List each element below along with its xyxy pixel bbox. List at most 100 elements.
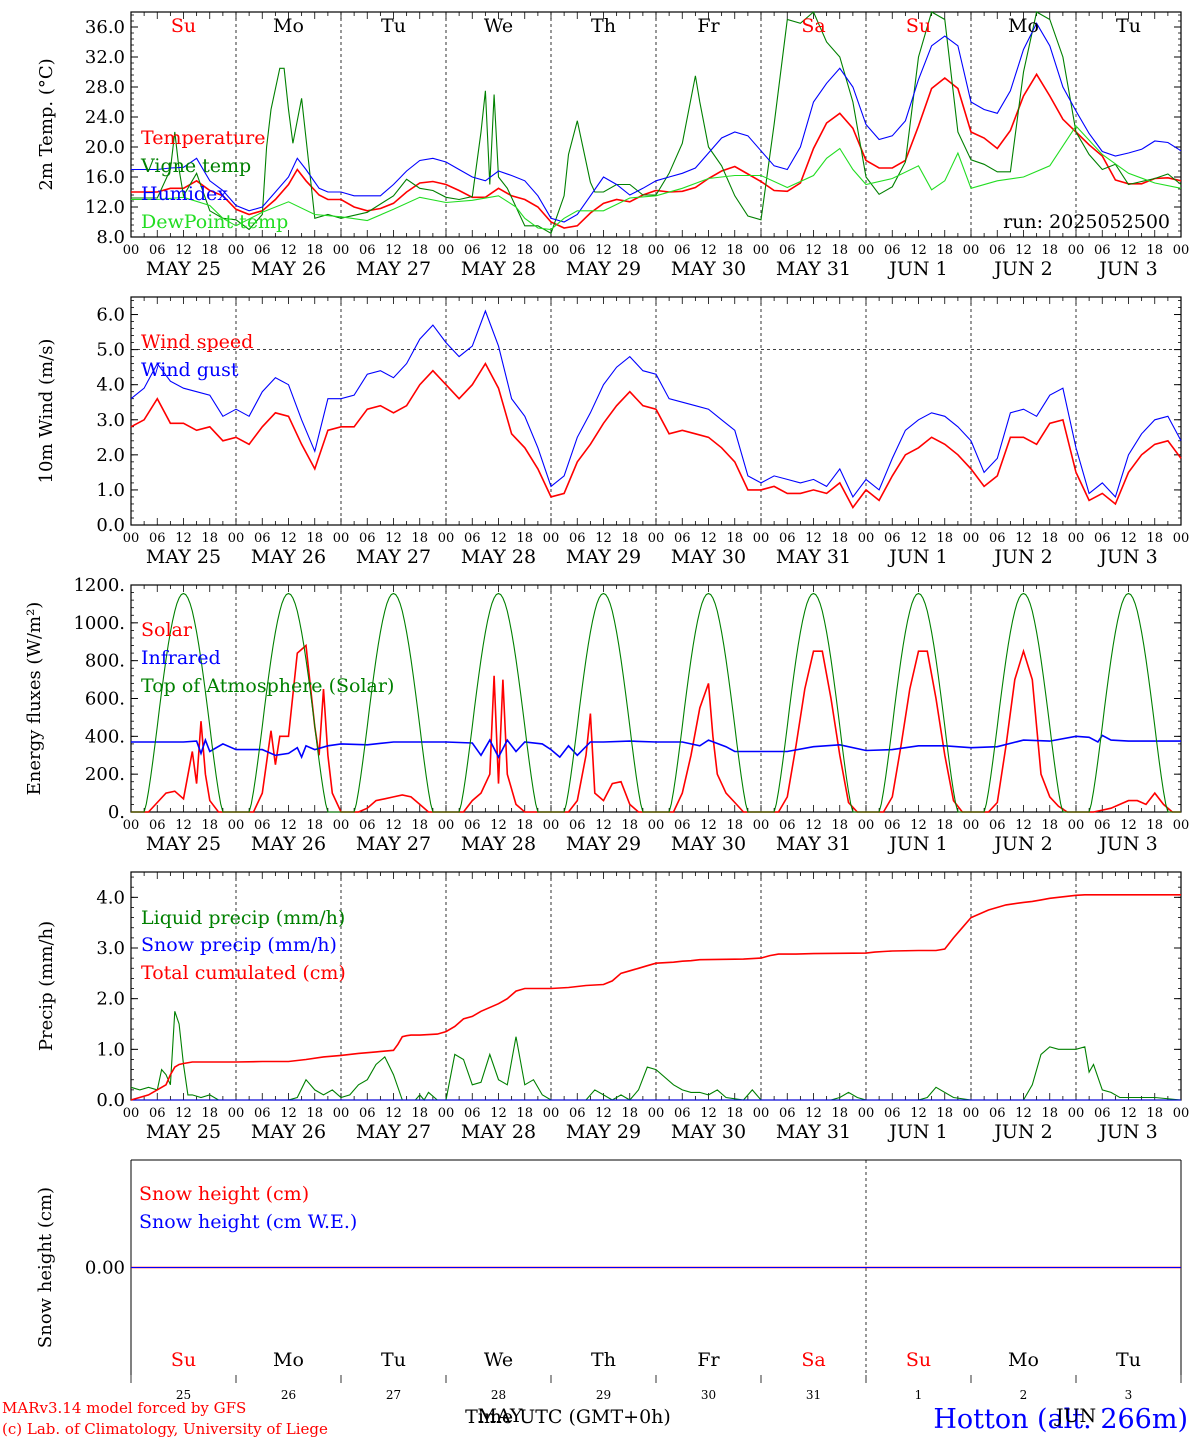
precip-hour-label: 12 [175, 1106, 192, 1121]
wind-hour-label: 18 [726, 531, 743, 546]
temp-hour-label: 12 [385, 243, 402, 258]
energy-date-label: MAY 28 [461, 833, 536, 855]
wind-hour-label: 00 [1173, 531, 1190, 546]
temp-series-humidex [131, 22, 1182, 223]
energy-series-infrared [131, 734, 1181, 760]
temp-hour-label: 06 [464, 243, 481, 258]
precip-hour-label: 06 [359, 1106, 376, 1121]
precip-hour-label: 06 [149, 1106, 166, 1121]
credit-line-1: MARv3.14 model forced by GFS [2, 1399, 246, 1417]
energy-series-top-of-atmosphere-solar- [131, 592, 1181, 813]
precip-legend-entry: Total cumulated (cm) [141, 962, 346, 984]
temp-hour-label: 06 [989, 243, 1006, 258]
wind-hour-label: 06 [359, 531, 376, 546]
precip-y-tick-label: 3.0 [96, 938, 125, 959]
wind-hour-label: 12 [1015, 531, 1032, 546]
snow-day-number: 3 [1125, 1388, 1133, 1402]
temp-day-name: Su [906, 15, 931, 37]
panels-layer: 00 06 12 18 00 06 12 18 00 06 12 18 00 06 12 18 00 06 12 18… [24, 11, 1190, 1402]
temp-date-label: JUN 1 [887, 258, 947, 280]
wind-series-wind-gust [130, 309, 1182, 498]
temp-y-tick-label: 12.0 [85, 197, 125, 218]
energy-hour-label: 12 [910, 818, 927, 833]
wind-date-label: MAY 25 [146, 546, 221, 568]
wind-hour-label: 00 [1068, 531, 1085, 546]
temp-y-tick-label: 36.0 [85, 17, 125, 38]
energy-hour-label: 12 [700, 818, 717, 833]
temp-date-label: MAY 30 [671, 258, 746, 280]
energy-y-tick-label: 200. [85, 764, 125, 785]
snow-day-number: 31 [806, 1388, 821, 1402]
temp-hour-label: 18 [936, 243, 953, 258]
snow-y-tick-label: 0.00 [85, 1258, 125, 1279]
wind-hour-label: 00 [648, 531, 665, 546]
temp-hour-label: 12 [595, 243, 612, 258]
precip-hour-label: 18 [516, 1106, 533, 1121]
temp-hour-label: 00 [648, 243, 665, 258]
precip-date-label: MAY 28 [461, 1121, 536, 1143]
energy-hour-label: 00 [648, 818, 665, 833]
energy-hour-label: 06 [989, 818, 1006, 833]
precip-hour-label: 12 [1015, 1106, 1032, 1121]
precip-hour-label: 06 [464, 1106, 481, 1121]
temp-hour-label: 00 [543, 243, 560, 258]
temp-date-label: MAY 26 [251, 258, 326, 280]
wind-date-label: JUN 1 [887, 546, 947, 568]
energy-date-label: JUN 2 [992, 833, 1052, 855]
temp-panel: 00 06 12 18 00 06 12 18 00 06 12 18 00 06 12 18 00 06 12 18… [36, 11, 1189, 280]
precip-hour-label: 18 [411, 1106, 428, 1121]
snow-day-name: Mo [1008, 1349, 1039, 1371]
wind-hour-label: 18 [621, 531, 638, 546]
precip-date-label: JUN 2 [992, 1121, 1052, 1143]
wind-hour-label: 06 [989, 531, 1006, 546]
energy-date-label: MAY 25 [146, 833, 221, 855]
snow-panel: Su Mo Tu We Th Fr Sa Su Mo Tu 25 26 27 28 29 30 31 1 2 3 0.0… [35, 1159, 1182, 1402]
wind-hour-label: 06 [674, 531, 691, 546]
energy-hour-label: 12 [280, 818, 297, 833]
precip-hour-label: 00 [1068, 1106, 1085, 1121]
wind-hour-label: 18 [411, 531, 428, 546]
temp-hour-label: 06 [674, 243, 691, 258]
precip-hour-label: 00 [123, 1106, 140, 1121]
energy-hour-label: 18 [201, 818, 218, 833]
month-label-jun: JUN [1054, 1405, 1096, 1427]
temp-date-label: MAY 28 [461, 258, 536, 280]
wind-hour-label: 12 [1120, 531, 1137, 546]
precip-date-label: MAY 29 [566, 1121, 641, 1143]
wind-y-tick-label: 4.0 [96, 375, 125, 396]
temp-hour-label: 18 [411, 243, 428, 258]
precip-hour-label: 00 [228, 1106, 245, 1121]
precip-hour-label: 06 [569, 1106, 586, 1121]
temp-legend-entry: Vigne temp [140, 155, 251, 177]
energy-hour-label: 06 [674, 818, 691, 833]
wind-series-wind-speed [130, 361, 1182, 509]
energy-hour-label: 00 [438, 818, 455, 833]
energy-y-axis-label: Energy fluxes (W/m²) [24, 602, 45, 796]
precip-y-tick-label: 4.0 [96, 887, 125, 908]
temp-hour-label: 18 [726, 243, 743, 258]
energy-hour-label: 06 [1094, 818, 1111, 833]
temp-hour-label: 00 [438, 243, 455, 258]
energy-hour-label: 18 [726, 818, 743, 833]
temp-hour-label: 00 [1068, 243, 1085, 258]
month-label-may: MAY [478, 1405, 523, 1427]
temp-hour-label: 12 [700, 243, 717, 258]
temp-date-label: MAY 27 [356, 258, 431, 280]
energy-series-solar [131, 643, 1181, 813]
energy-hour-label: 00 [753, 818, 770, 833]
wind-date-label: MAY 30 [671, 546, 746, 568]
precip-hour-label: 00 [333, 1106, 350, 1121]
precip-panel: 00 06 12 18 00 06 12 18 00 06 12 18 00 06 12 18 00 06 12 18… [36, 871, 1189, 1143]
wind-legend-entry: Wind gust [141, 359, 239, 381]
energy-hour-label: 00 [333, 818, 350, 833]
temp-hour-label: 00 [753, 243, 770, 258]
snow-day-number: 30 [701, 1388, 716, 1402]
temp-hour-label: 06 [1094, 243, 1111, 258]
wind-date-label: JUN 3 [1097, 546, 1157, 568]
precip-hour-label: 00 [648, 1106, 665, 1121]
wind-y-tick-label: 3.0 [96, 410, 125, 431]
temp-date-label: JUN 2 [992, 258, 1052, 280]
wind-hour-label: 00 [228, 531, 245, 546]
temp-hour-label: 18 [201, 243, 218, 258]
wind-hour-label: 12 [280, 531, 297, 546]
